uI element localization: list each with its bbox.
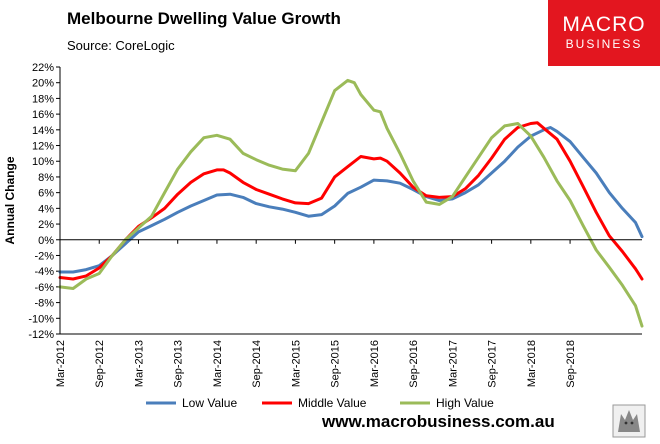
x-tick-label: Sep-2015 [330, 340, 342, 388]
y-tick-label: 10% [32, 156, 54, 168]
series-line-high-value [58, 78, 644, 328]
x-tick-label: Sep-2017 [487, 340, 499, 388]
logo-line-macro: MACRO [562, 13, 646, 36]
y-tick-label: -12% [28, 329, 54, 341]
y-tick-label: 20% [32, 78, 54, 90]
x-tick-label: Mar-2012 [55, 340, 67, 387]
x-tick-label: Mar-2015 [290, 340, 302, 387]
y-tick-label: 0% [38, 235, 54, 247]
y-axis: -12% -10% -8% -6% -4% -2% 0% 2% 4% 6% 8% 10% 12% 14% 1… [28, 62, 60, 341]
x-tick-label: Mar-2013 [133, 340, 145, 387]
logo-line-business: BUSINESS [565, 37, 643, 51]
series-line-middle-value [58, 121, 644, 281]
chart-source: Source: CoreLogic [67, 38, 175, 53]
x-tick-label: Mar-2014 [212, 340, 224, 387]
y-tick-label: 12% [32, 141, 54, 153]
x-tick-label: Sep-2012 [94, 340, 106, 388]
x-tick-label: Sep-2013 [173, 340, 185, 388]
legend-label-high-value: High Value [436, 396, 494, 410]
y-axis-title: Annual Change [3, 156, 17, 244]
y-tick-label: 14% [32, 125, 54, 137]
wolf-emblem-icon [612, 404, 646, 438]
x-tick-label: Sep-2018 [565, 340, 577, 388]
series-line-low-value [58, 126, 644, 274]
legend-label-low-value: Low Value [182, 396, 237, 410]
legend-label-middle-value: Middle Value [298, 396, 367, 410]
x-tick-label: Sep-2014 [251, 340, 263, 388]
y-tick-label: 4% [38, 203, 54, 215]
y-tick-label: -4% [34, 266, 54, 278]
y-tick-label: -2% [34, 250, 54, 262]
x-tick-label: Mar-2017 [447, 340, 459, 387]
chart-title: Melbourne Dwelling Value Growth [67, 9, 341, 28]
y-tick-label: 8% [38, 172, 54, 184]
x-tick-label: Sep-2016 [408, 340, 420, 388]
legend: Low Value Middle Value High Value [146, 396, 494, 410]
y-tick-label: -8% [34, 298, 54, 310]
y-tick-label: 22% [32, 62, 54, 74]
y-tick-label: 16% [32, 109, 54, 121]
x-tick-label: Mar-2018 [526, 340, 538, 387]
y-tick-label: -6% [34, 282, 54, 294]
y-tick-label: 2% [38, 219, 54, 231]
x-axis: Mar-2012 Sep-2012 Mar-2013 Sep-2013 Mar-2014… [55, 239, 577, 388]
y-tick-label: 18% [32, 93, 54, 105]
series-layer [58, 78, 644, 328]
x-tick-label: Mar-2016 [369, 340, 381, 387]
y-tick-label: -10% [28, 313, 54, 325]
macrobusiness-logo[interactable]: MACRO BUSINESS [548, 0, 660, 66]
site-url[interactable]: www.macrobusiness.com.au [322, 412, 555, 431]
y-tick-label: 6% [38, 188, 54, 200]
